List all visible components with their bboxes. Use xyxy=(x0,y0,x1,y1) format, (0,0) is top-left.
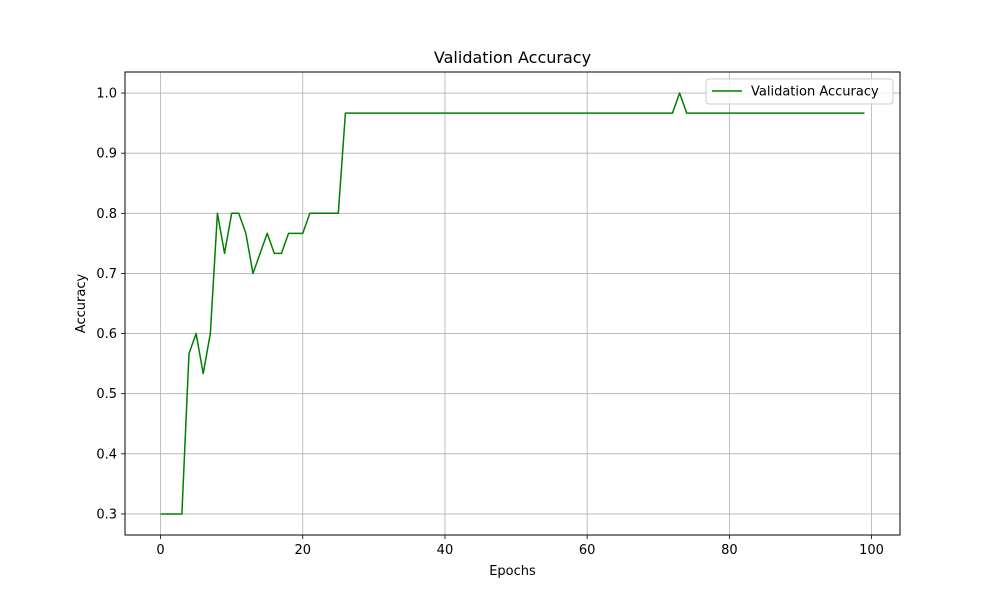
x-axis-label: Epochs xyxy=(489,564,536,579)
y-tick-label: 0.5 xyxy=(96,387,117,402)
axis-ticks: 0 20 40 60 80 100 0.3 0.4 0.5 0.6 0.7 0.8 0.9 1.0 xyxy=(96,87,884,558)
x-tick-label: 60 xyxy=(579,543,596,558)
legend-box xyxy=(705,78,894,105)
chart-title: Validation Accuracy xyxy=(434,48,591,67)
series-layer xyxy=(160,92,865,515)
y-tick-label: 0.9 xyxy=(96,147,117,162)
legend: Validation Accuracy xyxy=(705,78,894,105)
y-axis-label: Accuracy xyxy=(74,274,89,334)
y-tick-label: 0.4 xyxy=(96,447,117,462)
y-tick-label: 0.7 xyxy=(96,267,117,282)
series-line-validation-accuracy xyxy=(160,92,865,515)
x-tick-label: 20 xyxy=(294,543,311,558)
x-tick-label: 80 xyxy=(721,543,738,558)
x-tick-label: 40 xyxy=(437,543,454,558)
y-tick-label: 0.3 xyxy=(96,507,117,522)
x-tick-label: 0 xyxy=(156,543,164,558)
y-tick-label: 1.0 xyxy=(96,87,117,102)
grid-lines xyxy=(125,72,900,535)
plot-area-frame xyxy=(124,71,901,536)
legend-label: Validation Accuracy xyxy=(751,85,879,100)
y-tick-label: 0.6 xyxy=(96,327,117,342)
y-tick-label: 0.8 xyxy=(96,207,117,222)
x-tick-label: 100 xyxy=(859,543,884,558)
